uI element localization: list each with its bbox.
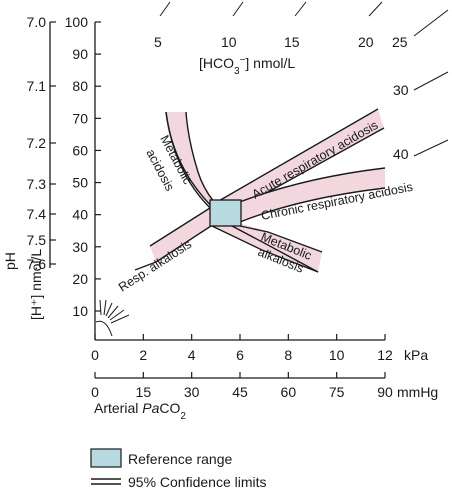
kpa-tick-label: 10 [329,347,345,363]
kpa-unit: kPa [404,347,428,363]
band-metabolic-alkalosis-edge2 [239,225,323,253]
kpa-tick-label: 6 [236,347,244,363]
mmhg-tick-label: 30 [184,384,200,400]
isopleth-label-40: 40 [393,146,409,162]
isopleth-label-5: 5 [154,34,162,50]
band-chronic-resp-acidosis [232,168,385,222]
band-resp-alkalosis-edge2 [155,223,215,263]
isopleth-line-5 [159,1,171,17]
isopleth-line-40 [413,139,449,157]
mmhg-tick-labels: 0 15 30 45 60 75 90 [91,384,393,400]
ph-tick-label: 7.6 [27,256,47,272]
legend-confidence-label: 95% Confidence limits [128,474,267,490]
band-acute-resp-acidosis [210,109,384,212]
h-tick-labels: 100 90 80 70 60 50 40 30 20 10 [65,14,89,319]
band-chronic-resp-acidosis-edge2 [239,187,386,223]
h-tick-label: 20 [72,271,88,287]
h-tick-label: 80 [72,78,88,94]
ph-tick-label: 7.0 [27,14,47,30]
mmhg-tick-label: 15 [136,384,152,400]
isopleth-label-15: 15 [284,34,300,50]
kpa-tick-labels: 0 2 4 6 8 10 12 [91,347,393,363]
isopleth-line-30 [413,71,449,91]
isopleth-label-30: 30 [393,82,409,98]
mmhg-tick-label: 75 [329,384,345,400]
h-tick-label: 90 [72,46,88,62]
isopleth-label-25: 25 [392,34,408,50]
legend-reference-swatch [90,448,122,468]
mmhg-tick-label: 60 [281,384,297,400]
band-group [134,108,386,273]
h-axis-title: [H⁺] nmol/L [28,249,44,320]
reference-range-box [209,199,242,227]
h-tick-label: 10 [72,303,88,319]
kpa-tick-marks [94,334,386,340]
h-tick-label: 50 [72,175,88,191]
ph-tick-marks [50,21,56,265]
kpa-tick-label: 4 [188,347,196,363]
band-acute-resp-acidosis-edge [209,108,379,207]
isopleth-line-15 [294,1,307,17]
ph-axis-title: pH [2,252,18,270]
isopleth-line-20 [368,1,383,17]
mmhg-unit: mmHg [397,384,438,400]
h-tick-label: 40 [72,207,88,223]
h-tick-marks [95,21,101,312]
mmhg-tick-label: 90 [377,384,393,400]
kpa-tick-label: 8 [284,347,292,363]
isopleth-title: [HCO3−] nmol/L [199,55,295,77]
h-tick-label: 30 [72,239,88,255]
h-tick-label: 100 [65,14,89,30]
confidence-fan [95,299,130,337]
band-metabolic-alkalosis-edge [211,225,319,273]
mmhg-tick-label: 45 [232,384,248,400]
ph-tick-label: 7.5 [27,232,47,248]
ph-tick-label: 7.2 [27,135,47,151]
ph-tick-label: 7.4 [27,206,47,222]
band-resp-alk-tail [134,261,157,271]
x-axis-title: Arterial PaCO2 [94,400,186,422]
kpa-tick-label: 0 [91,347,99,363]
legend-reference-label: Reference range [128,451,233,467]
ph-tick-labels: 7.0 7.1 7.2 7.3 7.4 7.5 7.6 [27,14,47,272]
isopleth-label-10: 10 [221,34,237,50]
band-resp-alkalosis-edge [149,207,211,247]
kpa-tick-label: 2 [139,347,147,363]
isopleth-line-25 [413,9,449,37]
isopleth-lines [159,1,449,157]
ph-tick-label: 7.3 [27,176,47,192]
isopleth-line-10 [232,1,244,17]
mmhg-tick-label: 0 [91,384,99,400]
band-resp-alkalosis [150,208,214,262]
ph-tick-label: 7.1 [27,78,47,94]
kpa-tick-label: 12 [377,347,393,363]
band-metabolic-acidosis [166,112,241,226]
h-tick-label: 70 [72,110,88,126]
legend: Reference range 95% Confidence limits [90,448,267,490]
isopleth-label-20: 20 [358,34,374,50]
mmhg-tick-marks [94,372,386,378]
h-tick-label: 60 [72,142,88,158]
band-chronic-resp-acidosis-edge [231,167,386,206]
